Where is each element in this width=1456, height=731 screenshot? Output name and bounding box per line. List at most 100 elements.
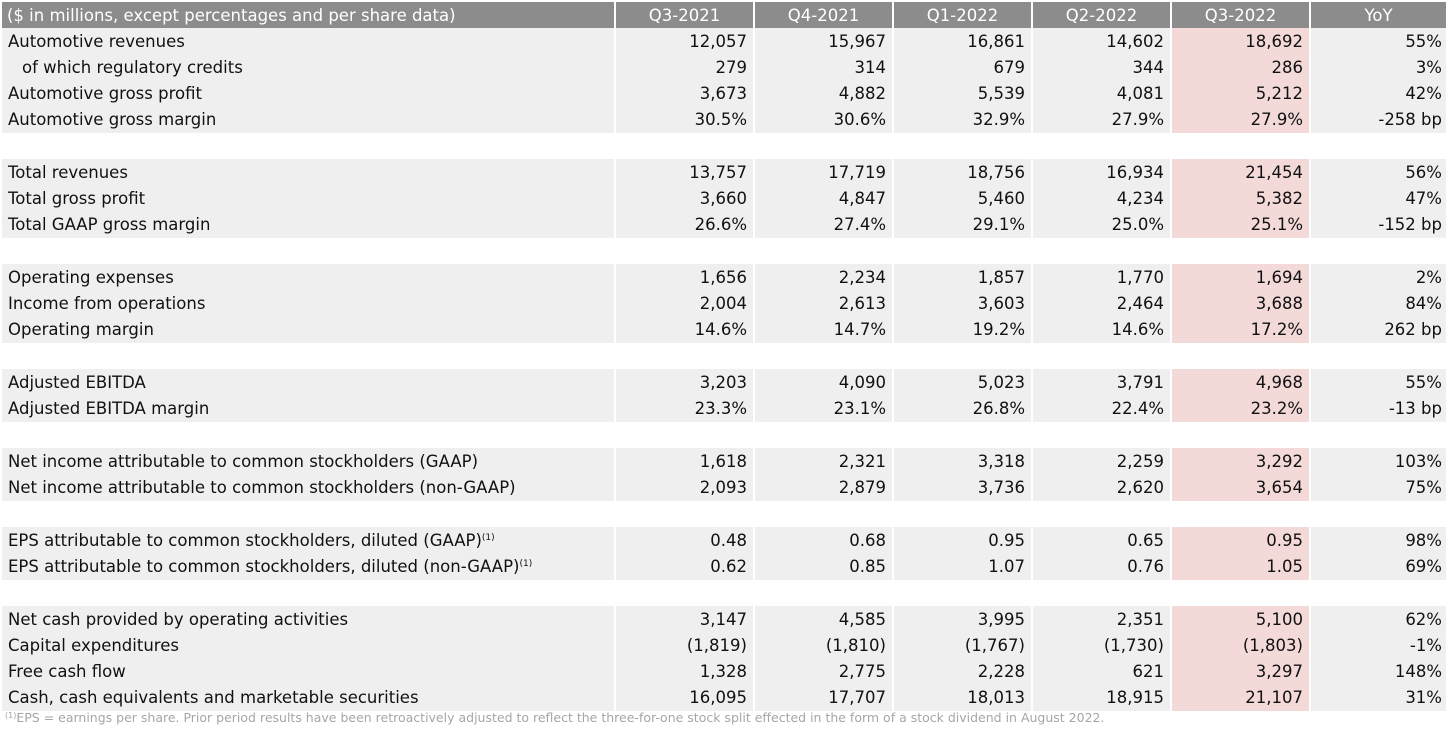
value-cell: (1,819) [614,632,753,658]
value-cell: 1,857 [892,264,1031,290]
value-cell: 2,775 [753,658,892,684]
table-row: Capital expenditures (1,819) (1,810) (1,767… [2,632,1446,658]
value-cell: 30.5% [614,106,753,133]
value-cell: 14.7% [753,316,892,343]
value-cell: 75% [1309,474,1446,501]
value-cell: 0.65 [1031,527,1170,553]
value-cell-highlighted: 4,968 [1170,369,1309,395]
value-cell: 5,023 [892,369,1031,395]
footnote-ref: (1) [481,532,495,543]
value-cell: 3,736 [892,474,1031,501]
value-cell: 2,259 [1031,448,1170,474]
value-cell: 32.9% [892,106,1031,133]
table-row: Net income attributable to common stockh… [2,474,1446,501]
value-cell: 98% [1309,527,1446,553]
row-label-cell: Adjusted EBITDA margin [2,395,614,422]
value-cell-highlighted: 3,688 [1170,290,1309,316]
value-cell: 14,602 [1031,28,1170,54]
value-cell: (1,730) [1031,632,1170,658]
value-cell-highlighted: 21,454 [1170,159,1309,185]
value-cell: 16,861 [892,28,1031,54]
row-label-cell: Total GAAP gross margin [2,211,614,238]
value-cell: 3,673 [614,80,753,106]
row-label-cell: Net cash provided by operating activitie… [2,606,614,632]
table-row: Operating expenses 1,656 2,234 1,857 1,770 1,… [2,264,1446,290]
value-cell: 13,757 [614,159,753,185]
value-cell: 0.85 [753,553,892,580]
table-row: Net cash provided by operating activitie… [2,606,1446,632]
value-cell: 1.07 [892,553,1031,580]
value-cell: -13 bp [1309,395,1446,422]
row-label-cell: of which regulatory credits [2,54,614,80]
value-cell-highlighted: 3,292 [1170,448,1309,474]
spacer-cell [2,343,1446,369]
value-cell: 31% [1309,684,1446,711]
row-label: EPS attributable to common stockholders,… [8,557,520,576]
header-label: ($ in millions, except percentages and p… [2,2,614,28]
value-cell: 2,228 [892,658,1031,684]
table-row: of which regulatory credits 279 314 679 344 2… [2,54,1446,80]
value-cell: 3,147 [614,606,753,632]
row-label: Net income attributable to common stockh… [8,451,479,471]
column-header: Q2-2022 [1031,2,1170,28]
column-header: Q3-2021 [614,2,753,28]
row-label: Automotive gross profit [8,83,202,103]
value-cell-highlighted: 27.9% [1170,106,1309,133]
row-label: Automotive gross margin [8,110,217,129]
value-cell: 103% [1309,448,1446,474]
row-label-cell: Automotive gross profit [2,80,614,106]
value-cell-highlighted: 1,694 [1170,264,1309,290]
value-cell: 56% [1309,159,1446,185]
value-cell-highlighted: 17.2% [1170,316,1309,343]
footnote-ref: (1) [519,559,533,569]
value-cell-highlighted: 1.05 [1170,553,1309,580]
spacer-cell [2,580,1446,606]
row-label-cell: Automotive gross margin [2,106,614,133]
group-spacer [2,238,1446,264]
row-label: of which regulatory credits [22,57,243,77]
value-cell: 14.6% [614,316,753,343]
value-cell: 30.6% [753,106,892,133]
value-cell: 3,318 [892,448,1031,474]
value-cell: (1,767) [892,632,1031,658]
row-label: Total GAAP gross margin [8,215,211,234]
value-cell: 47% [1309,185,1446,211]
value-cell: 0.95 [892,527,1031,553]
value-cell: 42% [1309,80,1446,106]
value-cell: 4,585 [753,606,892,632]
row-label-cell: EPS attributable to common stockholders,… [2,553,614,580]
row-label: Total gross profit [8,188,146,208]
group-spacer [2,501,1446,527]
row-label: Total revenues [8,162,128,182]
row-label-cell: Income from operations [2,290,614,316]
value-cell: 0.48 [614,527,753,553]
value-cell: 16,095 [614,684,753,711]
table-row: Total gross profit 3,660 4,847 5,460 4,234 5,… [2,185,1446,211]
spacer-cell [2,238,1446,264]
row-label-cell: Net income attributable to common stockh… [2,448,614,474]
value-cell: 55% [1309,369,1446,395]
row-label: Adjusted EBITDA margin [8,399,210,418]
row-label: Automotive revenues [8,31,185,51]
row-label-cell: Operating margin [2,316,614,343]
value-cell: 26.8% [892,395,1031,422]
table-row: Income from operations 2,004 2,613 3,603 2,4… [2,290,1446,316]
value-cell: 5,460 [892,185,1031,211]
value-cell: 262 bp [1309,316,1446,343]
row-label-cell: Total revenues [2,159,614,185]
value-cell: -152 bp [1309,211,1446,238]
value-cell: 148% [1309,658,1446,684]
value-cell: 17,707 [753,684,892,711]
value-cell: 2% [1309,264,1446,290]
column-header-yoy: YoY [1309,2,1446,28]
value-cell-highlighted: 3,297 [1170,658,1309,684]
group-spacer [2,422,1446,448]
value-cell: 4,234 [1031,185,1170,211]
table-row: Free cash flow 1,328 2,775 2,228 621 3,297 148… [2,658,1446,684]
value-cell: 621 [1031,658,1170,684]
column-header: Q4-2021 [753,2,892,28]
value-cell-highlighted: 5,212 [1170,80,1309,106]
value-cell: 3,660 [614,185,753,211]
table-row: Total revenues 13,757 17,719 18,756 16,934 21… [2,159,1446,185]
value-cell: 27.9% [1031,106,1170,133]
